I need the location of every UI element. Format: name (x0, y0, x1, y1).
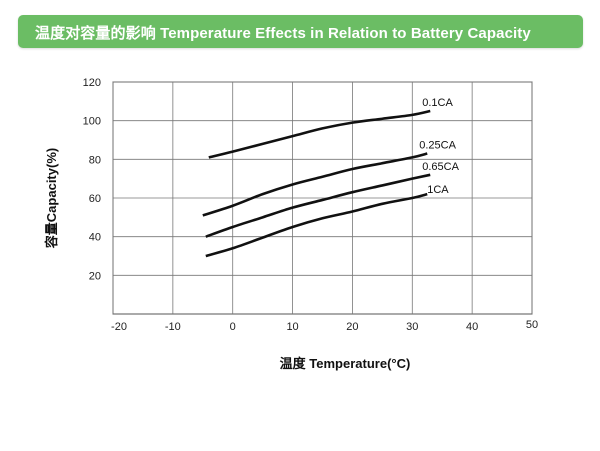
y-tick-label: 80 (89, 154, 101, 166)
series-labels: 0.1CA 0.25CA 0.65CA 1CA (419, 97, 459, 196)
series-line-0.25CA (202, 152, 428, 217)
series-line-0.65CA (205, 173, 431, 238)
x-tick-label: 50 (526, 319, 538, 331)
y-tick-label: 60 (89, 193, 101, 205)
series-label: 1CA (427, 184, 449, 196)
y-tick-label: 20 (89, 270, 101, 282)
grid (112, 81, 533, 315)
x-tick-label: 10 (286, 321, 298, 333)
series-lines (202, 109, 431, 258)
chart-title: 温度对容量的影响 Temperature Effects in Relation… (35, 25, 531, 42)
tick-labels: -20 -10 0 10 20 30 40 50 20 40 60 80 100 120 (83, 77, 538, 333)
series-line-0.1CA (208, 109, 431, 159)
x-tick-label: -10 (165, 321, 181, 333)
series-label: 0.65CA (422, 161, 459, 173)
y-tick-label: 40 (89, 232, 101, 244)
x-tick-label: 0 (230, 321, 236, 333)
x-axis-label: 温度 Temperature(°C) (280, 356, 411, 371)
x-tick-label: 30 (406, 321, 418, 333)
series-label: 0.25CA (419, 140, 456, 152)
x-tick-label: 20 (346, 321, 358, 333)
x-tick-label: -20 (111, 321, 127, 333)
x-tick-label: 40 (466, 321, 478, 333)
series-line-1CA (205, 192, 428, 258)
series-label: 0.1CA (422, 97, 453, 109)
y-axis-label: 容量Capacity(%) (44, 148, 59, 249)
y-tick-label: 120 (83, 77, 101, 89)
title-banner: 温度对容量的影响 Temperature Effects in Relation… (18, 15, 583, 48)
y-tick-label: 100 (83, 116, 101, 128)
